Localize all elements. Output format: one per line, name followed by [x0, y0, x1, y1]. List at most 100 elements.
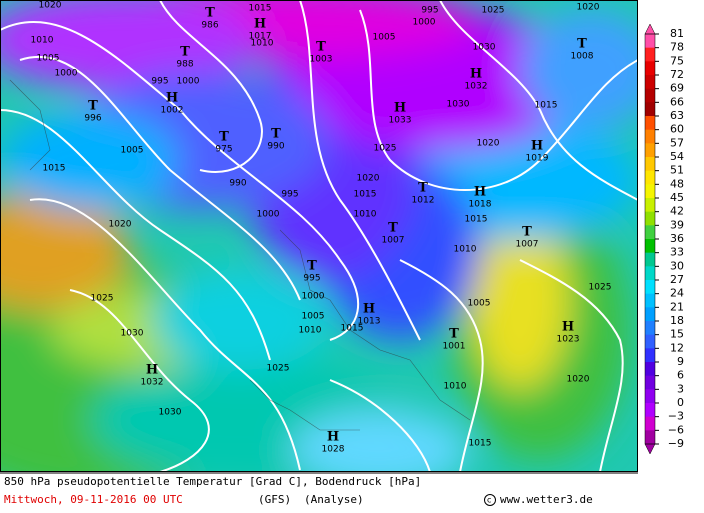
legend-tick-label: 42 [670, 205, 684, 218]
isobar-label: 1030 [159, 408, 182, 418]
isobar-label: 1005 [468, 299, 491, 309]
legend-tick-label: 63 [670, 109, 684, 122]
center-pressure: 988 [176, 60, 193, 70]
legend-tick-label: 6 [677, 369, 684, 382]
isobar-label: 1010 [454, 245, 477, 255]
center-pressure: 1012 [412, 196, 435, 206]
legend-arrow-top [644, 23, 656, 35]
isobar-label: 1020 [577, 3, 600, 13]
copyright-mark [484, 494, 496, 506]
legend-tick-label: 15 [670, 328, 684, 341]
legend-swatch [645, 184, 655, 199]
copyright-c: c [487, 496, 491, 505]
center-symbol: H [363, 302, 375, 317]
center-pressure: 1003 [310, 55, 333, 65]
center-pressure: 1007 [516, 240, 539, 250]
center-pressure: 1017 [249, 32, 272, 42]
center-pressure: 1033 [389, 116, 412, 126]
run: (Analyse) [304, 493, 364, 506]
center-pressure: 986 [201, 21, 218, 31]
center-symbol: T [180, 45, 190, 60]
isobar-label: 1025 [589, 283, 612, 293]
legend-swatch [645, 61, 655, 76]
center-pressure: 975 [215, 145, 232, 155]
center-pressure: 1028 [322, 445, 345, 455]
center-symbol: T [307, 259, 317, 274]
isobar-label: 1010 [444, 382, 467, 392]
legend-swatch [645, 293, 655, 308]
legend-tick-label: 39 [670, 218, 684, 231]
legend-tick-label: 51 [670, 164, 684, 177]
isobar-label: 1015 [469, 439, 492, 449]
legend-tick-label: 18 [670, 314, 684, 327]
isobar-label: 1005 [373, 33, 396, 43]
center-symbol: H [254, 17, 266, 32]
center-symbol: T [418, 181, 428, 196]
isobar-label: 1030 [473, 43, 496, 53]
legend-tick-label: 27 [670, 273, 684, 286]
isobar-label: 1005 [121, 146, 144, 156]
center-symbol: T [219, 130, 229, 145]
legend-tick-label: 54 [670, 150, 684, 163]
center-symbol: T [88, 99, 98, 114]
isobar-label: 1010 [299, 326, 322, 336]
center-symbol: H [531, 139, 543, 154]
legend-swatch [645, 116, 655, 131]
legend-swatch [645, 416, 655, 431]
isobar-label: 1010 [354, 210, 377, 220]
center-pressure: 996 [84, 114, 101, 124]
legend-swatch [645, 143, 655, 158]
legend-tick-label: 45 [670, 191, 684, 204]
center-symbol: H [327, 430, 339, 445]
title: 850 hPa pseudopotentielle Temperatur [Gr… [4, 475, 421, 488]
legend-swatch [645, 430, 655, 445]
center-symbol: H [394, 101, 406, 116]
center-pressure: 1032 [141, 378, 164, 388]
isobar-label: 1025 [374, 144, 397, 154]
center-symbol: T [271, 127, 281, 142]
legend-swatch [645, 307, 655, 322]
center-pressure: 1008 [571, 52, 594, 62]
legend-swatch [645, 321, 655, 336]
legend-swatch [645, 375, 655, 390]
center-pressure: 995 [303, 274, 320, 284]
center-pressure: 1007 [382, 236, 405, 246]
isobar-label: 1000 [55, 69, 78, 79]
map [0, 0, 638, 472]
center-pressure: 1001 [443, 342, 466, 352]
legend-tick-label: 72 [670, 68, 684, 81]
legend-swatch [645, 403, 655, 418]
isobar-label: 1000 [177, 77, 200, 87]
isobar-label: 1015 [354, 190, 377, 200]
legend-swatch [645, 102, 655, 117]
legend-tick-label: 75 [670, 54, 684, 67]
legend-tick-label: 36 [670, 232, 684, 245]
isobar-label: 995 [281, 190, 298, 200]
center-symbol: H [166, 91, 178, 106]
isobar-label: 1005 [37, 54, 60, 64]
isobar-label: 1025 [482, 6, 505, 16]
center-pressure: 1023 [557, 335, 580, 345]
legend-swatch [645, 88, 655, 103]
isobar-label: 1010 [31, 36, 54, 46]
legend-tick-label: 21 [670, 300, 684, 313]
legend-swatch [645, 129, 655, 144]
model: (GFS) [258, 493, 291, 506]
legend-tick-label: 12 [670, 341, 684, 354]
center-pressure: 990 [267, 142, 284, 152]
center-pressure: 1032 [465, 82, 488, 92]
isobar-label: 1015 [465, 215, 488, 225]
isobar-label: 1010 [251, 39, 274, 49]
isobar-label: 1020 [477, 139, 500, 149]
legend-tick-label: 30 [670, 259, 684, 272]
legend-swatch [645, 34, 655, 49]
center-symbol: H [146, 363, 158, 378]
legend-swatch [645, 239, 655, 254]
legend-swatch [645, 348, 655, 363]
legend-tick-label: 66 [670, 95, 684, 108]
isobar-label: 1015 [249, 4, 272, 14]
center-symbol: T [205, 6, 215, 21]
legend-tick-label: 33 [670, 246, 684, 259]
legend-swatch [645, 157, 655, 172]
